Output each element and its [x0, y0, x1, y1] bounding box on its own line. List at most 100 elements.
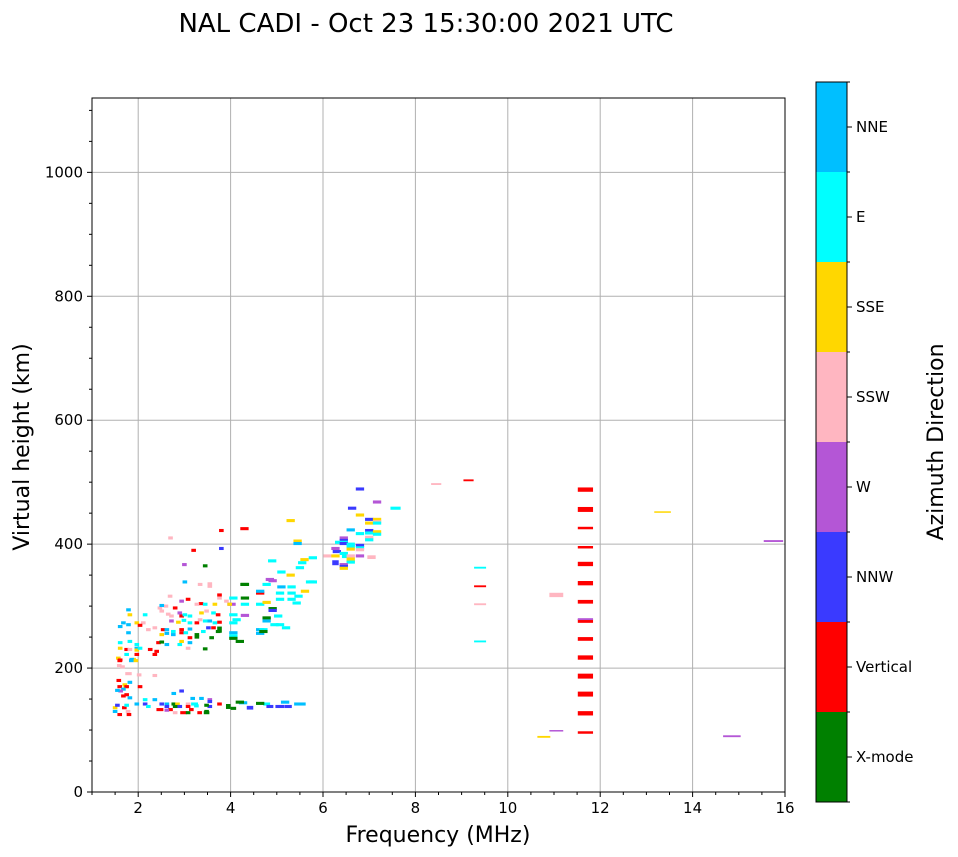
data-point-vertical	[134, 652, 140, 656]
data-point-ssw	[116, 664, 122, 668]
data-point-e	[294, 594, 303, 598]
data-point-x-mode	[171, 702, 177, 706]
data-point-nne	[207, 619, 213, 623]
data-point-nne	[121, 621, 126, 625]
colorbar-swatch-w	[816, 442, 847, 532]
data-point-e	[277, 570, 286, 574]
data-point-ssw	[197, 582, 203, 586]
data-point-nne	[152, 698, 158, 702]
data-point-nnw	[339, 564, 348, 568]
data-point-x-mode	[268, 607, 277, 611]
data-point-ssw	[152, 626, 158, 630]
data-point-sse	[227, 602, 232, 606]
data-point-sse	[346, 547, 355, 551]
x-tick-label: 4	[226, 799, 236, 817]
data-point-nne	[164, 702, 170, 706]
data-point-ssw	[204, 609, 209, 613]
data-point-nnw	[268, 608, 277, 612]
data-point-x-mode	[259, 629, 268, 634]
data-point-x-mode	[185, 711, 191, 715]
data-point-e	[229, 613, 238, 617]
data-point-e	[240, 602, 250, 606]
data-point-e	[202, 619, 208, 623]
y-tick-label: 600	[54, 411, 83, 429]
data-point-nnw	[246, 705, 254, 710]
data-point-sse	[133, 659, 139, 663]
data-point-vertical	[154, 649, 159, 653]
data-point-nne	[127, 680, 133, 684]
data-point-sse	[179, 639, 184, 643]
data-point-sse	[116, 656, 121, 660]
y-axis-label: Virtual height (km)	[10, 343, 35, 550]
data-point-nne	[171, 691, 177, 696]
data-point-e	[142, 613, 148, 617]
data-point-nnw	[115, 703, 120, 707]
data-point-e	[275, 591, 285, 595]
x-axis: 2 4 6 8 10 12 14 16	[91, 792, 795, 817]
data-point-w	[372, 500, 382, 504]
data-point-nne	[134, 702, 140, 706]
data-point-vertical	[577, 581, 594, 586]
x-tick-label: 6	[318, 799, 328, 817]
data-point-e	[124, 703, 129, 707]
data-point-vertical	[160, 628, 166, 632]
data-point-nnw	[179, 689, 184, 693]
data-point-e	[372, 521, 382, 525]
data-point-vertical	[577, 637, 594, 641]
data-point-nne	[128, 659, 134, 663]
data-point-nnw	[219, 546, 224, 551]
data-point-vertical	[185, 704, 191, 709]
data-point-w	[207, 698, 213, 702]
data-point-nne	[187, 627, 193, 631]
data-point-vertical	[577, 546, 594, 549]
data-point-ssw	[136, 673, 142, 677]
x-axis-label: Frequency (MHz)	[346, 823, 531, 848]
data-point-nnw	[332, 560, 339, 566]
data-point-nnw	[275, 704, 285, 709]
data-point-e	[183, 631, 189, 635]
data-point-sse	[331, 554, 340, 558]
colorbar-tick-label: NNW	[856, 568, 893, 586]
data-point-ssw	[159, 609, 165, 613]
data-point-nne	[126, 608, 131, 612]
data-point-nnw	[159, 702, 165, 706]
data-point-nne	[280, 700, 290, 704]
data-point-vertical	[152, 652, 158, 656]
data-point-e	[390, 506, 401, 510]
data-point-x-mode	[235, 700, 244, 704]
data-point-nne	[126, 623, 131, 627]
data-point-sse	[654, 511, 671, 513]
data-point-ssw	[549, 592, 564, 598]
data-point-sse	[262, 600, 271, 604]
data-point-e	[212, 621, 218, 625]
data-point-ssw	[165, 612, 171, 616]
data-point-sse	[346, 557, 355, 563]
data-point-e	[194, 704, 199, 708]
data-point-ssw	[168, 536, 173, 540]
data-point-e	[365, 531, 374, 535]
data-point-x-mode	[256, 701, 265, 705]
data-point-e	[274, 614, 283, 618]
data-point-nne	[112, 709, 118, 713]
data-point-w	[240, 613, 250, 617]
data-point-nnw	[355, 487, 365, 491]
data-point-x-mode	[209, 636, 214, 640]
data-point-e	[229, 621, 238, 625]
data-point-e	[275, 623, 285, 627]
data-point-w	[169, 619, 174, 623]
data-point-sse	[300, 589, 310, 593]
data-point-nne	[190, 696, 196, 700]
data-point-ssw	[431, 483, 442, 485]
data-point-e	[474, 640, 487, 643]
data-point-nne	[164, 628, 170, 632]
data-point-vertical	[474, 585, 487, 588]
data-point-e	[229, 634, 238, 638]
data-point-vertical	[577, 619, 594, 623]
data-point-sse	[286, 519, 295, 523]
data-point-vertical	[219, 528, 224, 533]
colorbar-swatch-sse	[816, 262, 847, 352]
data-point-e	[181, 618, 187, 622]
data-point-nne	[171, 633, 176, 637]
data-point-vertical	[185, 597, 191, 601]
